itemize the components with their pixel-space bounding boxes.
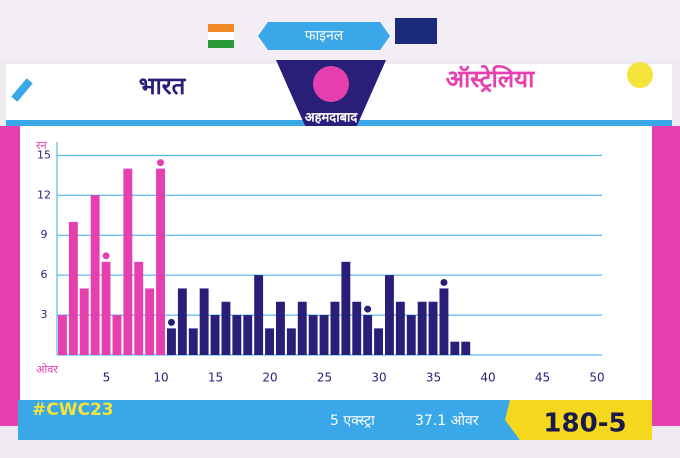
bar bbox=[330, 301, 340, 355]
bar bbox=[134, 261, 144, 355]
x-tick-label: 20 bbox=[262, 371, 277, 385]
bar bbox=[385, 275, 394, 355]
bar bbox=[363, 315, 373, 355]
bar bbox=[221, 301, 231, 355]
ball-icon bbox=[627, 62, 653, 88]
wicket-dot bbox=[167, 318, 175, 326]
bar bbox=[101, 261, 111, 355]
bar bbox=[199, 288, 209, 355]
bar bbox=[439, 288, 449, 355]
chart-panel bbox=[20, 126, 652, 401]
venue: अहमदाबाद bbox=[305, 111, 359, 126]
bar bbox=[461, 341, 471, 355]
wicket-dot bbox=[364, 305, 372, 313]
bar bbox=[167, 328, 176, 355]
team-india: भारत bbox=[139, 72, 187, 100]
score: 180-5 bbox=[543, 409, 626, 439]
bar bbox=[286, 328, 296, 355]
bar bbox=[265, 328, 274, 355]
overs: 37.1 ओवर bbox=[415, 412, 479, 429]
stage-box bbox=[258, 22, 390, 50]
hashtag: #CWC23 bbox=[32, 400, 114, 420]
team-australia: ऑस्ट्रेलिया bbox=[446, 65, 535, 93]
bar bbox=[319, 315, 329, 355]
bar bbox=[297, 301, 307, 355]
x-tick-label: 15 bbox=[208, 371, 223, 385]
x-tick-label: 30 bbox=[371, 371, 386, 385]
x-tick-label: 50 bbox=[589, 371, 604, 385]
bar bbox=[374, 328, 383, 355]
y-tick-label: 6 bbox=[41, 268, 48, 281]
x-tick-label: 45 bbox=[535, 371, 550, 385]
y-tick-label: 15 bbox=[37, 148, 51, 161]
x-tick-label: 40 bbox=[480, 371, 495, 385]
wicket-dot bbox=[102, 252, 110, 260]
wicket-dot bbox=[157, 159, 165, 167]
bar bbox=[188, 328, 198, 355]
trophy-logo bbox=[313, 66, 349, 102]
bar bbox=[276, 301, 285, 355]
x-tick-label: 35 bbox=[426, 371, 441, 385]
bar bbox=[90, 195, 100, 355]
stage: फाइनल bbox=[305, 28, 344, 44]
x-tick-label: 5 bbox=[103, 371, 111, 385]
bar bbox=[232, 315, 242, 355]
bar bbox=[79, 288, 89, 355]
plot: 3 6 9 12 15 5 10 15 20 25 30 35 40 45 50 bbox=[37, 142, 605, 385]
bar bbox=[177, 288, 187, 355]
bar bbox=[68, 221, 78, 355]
bar bbox=[428, 301, 438, 355]
bar bbox=[406, 315, 416, 355]
bar bbox=[112, 315, 122, 355]
bar bbox=[243, 315, 253, 355]
x-tick-label: 10 bbox=[153, 371, 168, 385]
bar bbox=[156, 168, 165, 355]
bar bbox=[58, 315, 67, 355]
y-axis-label: रन bbox=[36, 139, 47, 152]
bar bbox=[254, 275, 264, 355]
bar bbox=[145, 288, 155, 355]
side-pattern bbox=[0, 126, 20, 426]
bar bbox=[352, 301, 362, 355]
bar bbox=[417, 301, 427, 355]
bar bbox=[123, 168, 133, 355]
flag-band bbox=[208, 24, 234, 32]
bar bbox=[341, 261, 351, 355]
side-pattern bbox=[652, 126, 680, 426]
extras: 5 एक्स्ट्रा bbox=[330, 413, 375, 429]
y-tick-label: 9 bbox=[41, 228, 48, 241]
x-axis-label: ओवर bbox=[36, 363, 58, 376]
x-tick-label: 25 bbox=[317, 371, 332, 385]
bar bbox=[210, 315, 220, 355]
bar bbox=[308, 315, 318, 355]
bat-icon bbox=[11, 78, 33, 102]
flag-band bbox=[208, 40, 234, 48]
y-tick-label: 3 bbox=[41, 308, 48, 321]
wicket-dot bbox=[440, 278, 448, 286]
y-tick-label: 12 bbox=[37, 188, 51, 201]
score-box bbox=[505, 400, 652, 440]
flag-australia bbox=[395, 18, 437, 44]
bar bbox=[450, 341, 460, 355]
bar bbox=[395, 301, 405, 355]
